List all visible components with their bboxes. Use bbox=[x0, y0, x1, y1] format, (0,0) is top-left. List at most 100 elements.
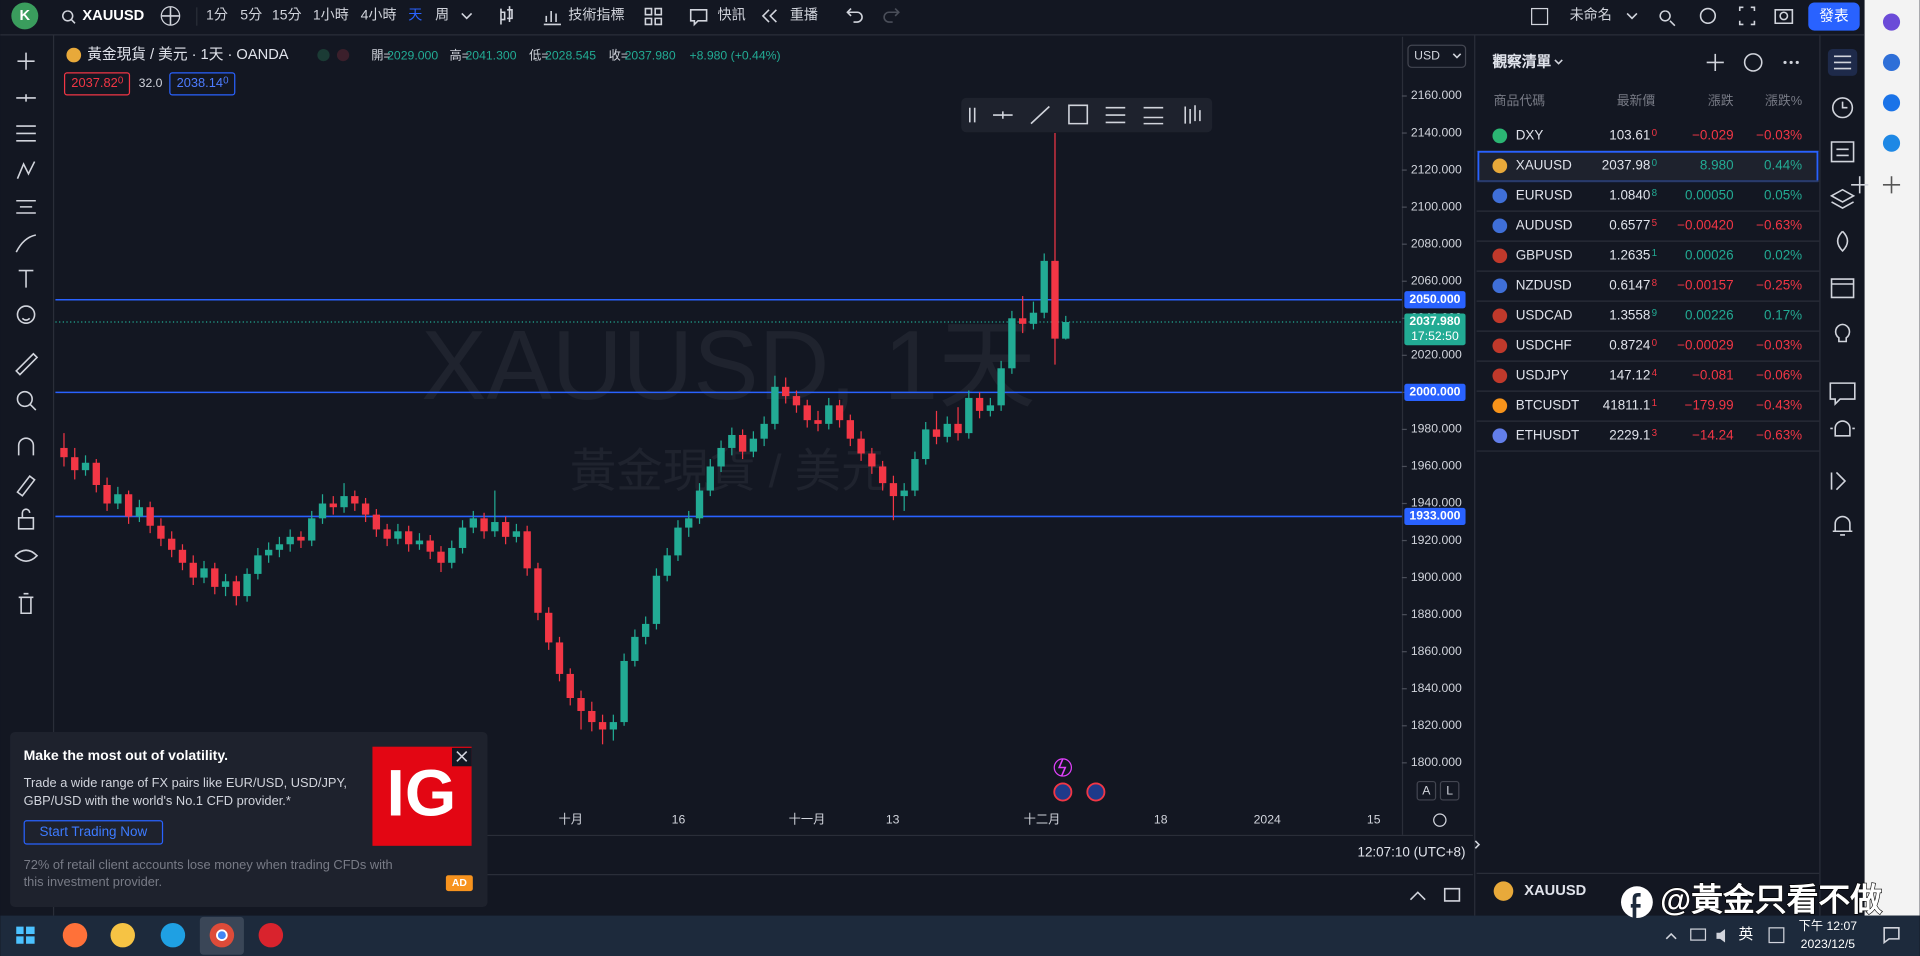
sell-box[interactable] bbox=[63, 72, 131, 96]
tool-icon[interactable] bbox=[16, 475, 36, 497]
tool-icon[interactable] bbox=[17, 437, 35, 456]
drawing-tool[interactable] bbox=[1030, 105, 1050, 125]
tool-icon[interactable] bbox=[17, 508, 35, 530]
event-flag[interactable] bbox=[1053, 782, 1073, 802]
tool-icon[interactable] bbox=[16, 94, 36, 102]
strip-icon[interactable] bbox=[1831, 97, 1854, 119]
start-button[interactable] bbox=[16, 926, 35, 944]
row-symbol[interactable]: USDCAD bbox=[1516, 307, 1573, 322]
row-symbol[interactable]: ETHUSDT bbox=[1516, 427, 1580, 442]
settings-icon[interactable] bbox=[1699, 7, 1717, 25]
row-symbol[interactable]: GBPUSD bbox=[1516, 247, 1573, 262]
undo-icon[interactable] bbox=[846, 8, 863, 23]
auto-scale[interactable]: A bbox=[1422, 784, 1431, 798]
more-dot[interactable] bbox=[1795, 60, 1799, 65]
publish-button[interactable] bbox=[1808, 2, 1860, 31]
row-symbol[interactable]: AUDUSD bbox=[1516, 217, 1573, 232]
more-dot[interactable] bbox=[1783, 60, 1787, 65]
tool-icon[interactable] bbox=[16, 199, 36, 214]
advanced-view[interactable] bbox=[1743, 53, 1763, 72]
strip-add[interactable] bbox=[1851, 176, 1869, 194]
tool-icon[interactable] bbox=[16, 125, 36, 142]
browser-app[interactable] bbox=[1882, 13, 1901, 31]
redo-icon[interactable] bbox=[883, 8, 900, 23]
drawing-tool[interactable] bbox=[1184, 105, 1201, 124]
tool-icon[interactable] bbox=[14, 549, 39, 563]
taskbar-app[interactable] bbox=[258, 922, 284, 948]
strip-icon[interactable] bbox=[1829, 188, 1856, 210]
fullscreen-icon[interactable] bbox=[1738, 6, 1756, 26]
tool-icon[interactable] bbox=[17, 52, 35, 70]
panel-toggle[interactable] bbox=[1474, 840, 1481, 849]
watchlist-menu[interactable] bbox=[1554, 59, 1563, 65]
collapse-panel[interactable] bbox=[1409, 891, 1426, 901]
tray-icon[interactable] bbox=[1690, 928, 1707, 941]
interval[interactable]: 1小時 bbox=[313, 7, 349, 23]
search-icon[interactable] bbox=[62, 10, 76, 24]
row-symbol[interactable]: NZDUSD bbox=[1516, 277, 1572, 292]
interval[interactable]: 1分 bbox=[206, 7, 228, 23]
indicators[interactable]: 技術指標 bbox=[568, 7, 624, 23]
strip-icon[interactable] bbox=[1830, 420, 1855, 437]
tool-icon[interactable] bbox=[15, 352, 39, 376]
row-symbol[interactable]: DXY bbox=[1516, 127, 1544, 142]
row-symbol[interactable]: EURUSD bbox=[1516, 187, 1573, 202]
strip-icon[interactable] bbox=[1834, 323, 1851, 343]
taskbar-app[interactable] bbox=[110, 922, 135, 948]
interval[interactable]: 周 bbox=[435, 7, 449, 23]
strip-icon[interactable] bbox=[1833, 55, 1852, 70]
browser-app[interactable] bbox=[1882, 94, 1901, 112]
ad-close-x[interactable] bbox=[456, 751, 468, 762]
auto-button[interactable] bbox=[1416, 780, 1437, 801]
buy-box[interactable] bbox=[169, 72, 236, 96]
currency-select[interactable] bbox=[1407, 44, 1467, 68]
row-symbol[interactable]: XAUUSD bbox=[1516, 157, 1572, 172]
strip-icon[interactable] bbox=[1829, 382, 1856, 406]
chart-type-icon[interactable] bbox=[500, 6, 513, 25]
tray-expand[interactable] bbox=[1665, 932, 1677, 940]
tool-icon[interactable] bbox=[16, 390, 37, 411]
ad-button[interactable] bbox=[23, 820, 164, 845]
tool-icon[interactable] bbox=[16, 161, 36, 180]
interval[interactable]: 4小時 bbox=[361, 7, 397, 23]
drawing-tool[interactable] bbox=[968, 107, 976, 123]
interval[interactable]: 5分 bbox=[240, 7, 262, 23]
interval[interactable]: 天 bbox=[408, 7, 422, 23]
interval-menu[interactable] bbox=[461, 12, 473, 20]
more-dot[interactable] bbox=[1789, 60, 1793, 65]
avatar[interactable] bbox=[11, 2, 39, 30]
layout-menu[interactable] bbox=[1626, 12, 1638, 20]
alerts[interactable]: 快訊 bbox=[718, 7, 746, 23]
watchlist-title[interactable]: 觀察清單 bbox=[1492, 52, 1551, 70]
browser-app[interactable] bbox=[1882, 134, 1901, 152]
replay[interactable]: 重播 bbox=[790, 7, 818, 23]
quick-search[interactable] bbox=[1659, 10, 1676, 27]
tool-icon[interactable] bbox=[18, 269, 34, 288]
tool-icon[interactable] bbox=[18, 592, 34, 615]
maximize-panel[interactable] bbox=[1443, 887, 1461, 902]
ad-button-label[interactable]: Start Trading Now bbox=[40, 824, 148, 839]
interval[interactable]: 15分 bbox=[272, 7, 302, 23]
layout-name[interactable]: 未命名 bbox=[1570, 7, 1612, 23]
browser-add[interactable] bbox=[1882, 176, 1901, 194]
replay-icon[interactable] bbox=[761, 9, 777, 23]
tool-icon[interactable] bbox=[16, 305, 36, 324]
strip-icon[interactable] bbox=[1830, 141, 1855, 163]
alert-icon[interactable] bbox=[689, 8, 708, 27]
drawing-tool[interactable] bbox=[1068, 104, 1089, 125]
indicators-icon[interactable] bbox=[543, 11, 561, 26]
log-scale[interactable]: L bbox=[1446, 784, 1453, 798]
browser-app[interactable] bbox=[1882, 53, 1901, 71]
drawing-tool[interactable] bbox=[1105, 106, 1126, 124]
taskbar-app[interactable] bbox=[160, 922, 186, 948]
drawing-tool[interactable] bbox=[1143, 106, 1164, 125]
volume-icon[interactable] bbox=[1716, 929, 1726, 943]
strip-icon[interactable] bbox=[1830, 278, 1855, 299]
layout-square[interactable] bbox=[1531, 7, 1549, 26]
notification-icon[interactable] bbox=[1883, 927, 1900, 945]
row-symbol[interactable]: USDCHF bbox=[1516, 337, 1572, 352]
strip-icon[interactable] bbox=[1836, 230, 1849, 253]
row-symbol[interactable]: USDJPY bbox=[1516, 367, 1569, 382]
publish[interactable]: 發表 bbox=[1819, 7, 1849, 24]
taskbar-app[interactable] bbox=[62, 922, 88, 948]
